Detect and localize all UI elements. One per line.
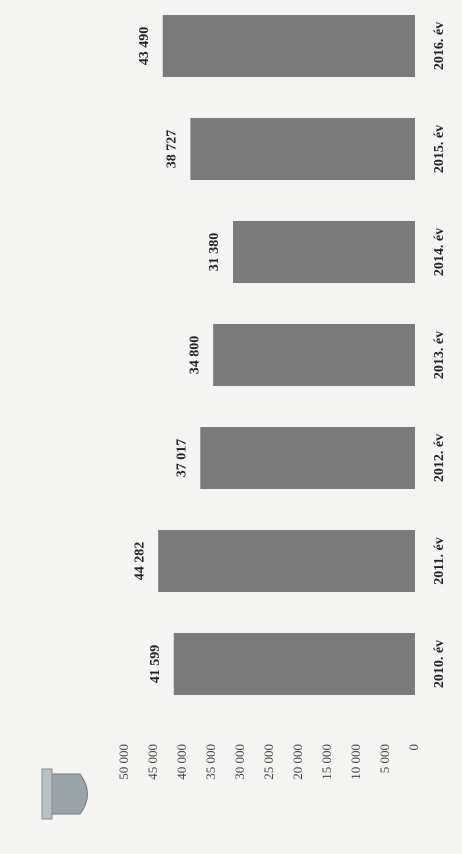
- x-tick-label: 2015. év: [432, 125, 447, 173]
- x-tick-label: 2011. év: [432, 537, 447, 584]
- y-tick-label: 5 000: [377, 744, 392, 773]
- value-label: 41 599: [148, 645, 163, 684]
- bar: [232, 221, 415, 283]
- y-tick-label: 35 000: [203, 744, 218, 780]
- y-tick-label: 0: [406, 744, 421, 751]
- y-tick-label: 10 000: [348, 744, 363, 780]
- bar: [190, 118, 415, 180]
- rotated-plot: 0 5 000 10 000 15 000 20 000 25 000 30 000 35 0…: [41, 15, 447, 820]
- x-tick-label: 2016. év: [432, 22, 447, 70]
- bar: [162, 15, 415, 77]
- y-tick-label: 25 000: [261, 744, 276, 780]
- value-label: 31 380: [207, 233, 222, 272]
- value-label: 34 800: [187, 336, 202, 375]
- y-tick-label: 50 000: [116, 744, 131, 780]
- y-tick-label: 15 000: [319, 744, 334, 780]
- x-tick-label: 2010. év: [432, 640, 447, 688]
- logo: [41, 768, 88, 820]
- bar: [200, 427, 415, 489]
- value-label: 43 490: [137, 27, 152, 66]
- value-label: 37 017: [175, 439, 190, 478]
- bar: [173, 633, 415, 695]
- y-tick-label: 30 000: [232, 744, 247, 780]
- x-tick-label: 2013. év: [432, 331, 447, 379]
- y-tick-label: 45 000: [145, 744, 160, 780]
- x-tick-label: 2014. év: [432, 228, 447, 276]
- value-label: 44 282: [132, 542, 147, 581]
- y-tick-label: 40 000: [174, 744, 189, 780]
- bar: [158, 530, 415, 592]
- value-label: 38 727: [165, 130, 180, 169]
- bar: [213, 324, 415, 386]
- y-tick-label: 20 000: [290, 744, 305, 780]
- x-tick-label: 2012. év: [432, 434, 447, 482]
